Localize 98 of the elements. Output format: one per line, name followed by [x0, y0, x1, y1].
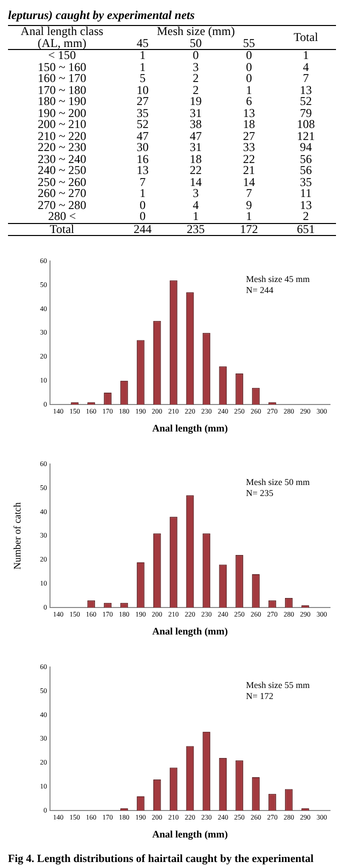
data-label: 1: [192, 209, 200, 223]
data-label: 1: [245, 82, 254, 96]
text: Total: [276, 26, 336, 50]
category-label: 150 ~ 160: [36, 60, 88, 74]
legend-title: Mesh size (mm): [156, 24, 235, 38]
data-label: 121: [296, 128, 316, 142]
data-label: 18: [188, 152, 203, 166]
x-axis-title: Anal length (mm): [152, 830, 228, 841]
data-label: 33: [242, 140, 256, 154]
data-label: 5: [138, 71, 147, 85]
data-label: 108: [296, 117, 316, 131]
data-label: 3: [192, 60, 200, 74]
data-label: 235: [186, 222, 206, 236]
data-label: 0: [245, 60, 254, 74]
category-label: 230 ~ 240: [36, 152, 88, 166]
annotation: Mesh size 55 mm: [246, 680, 310, 690]
data-label: 4: [302, 60, 310, 74]
category-label: 240 ~ 250: [36, 163, 88, 177]
category-label: 260 ~ 270: [36, 186, 88, 200]
data-label: 13: [298, 198, 313, 212]
data-label: 10: [136, 82, 150, 96]
category-label: 200 ~ 210: [36, 117, 88, 131]
annotation: N= 244: [246, 285, 274, 296]
data-label: 52: [298, 94, 313, 108]
data-label: 47: [188, 128, 203, 142]
data-label: 0: [192, 48, 200, 62]
category-label: Total: [48, 222, 76, 236]
data-label: 9: [245, 198, 254, 212]
data-label: 22: [188, 163, 203, 177]
data-label: 7: [302, 71, 310, 85]
category-label: 280 <: [48, 209, 76, 223]
text: 50: [169, 36, 222, 50]
data-label: 651: [296, 222, 316, 236]
data-label: 19: [188, 94, 203, 108]
y-axis-title: Number of catch: [12, 502, 24, 570]
annotation: N= 235: [246, 488, 274, 498]
category-label: 250 ~ 260: [36, 174, 88, 188]
data-label: 35: [136, 106, 150, 120]
category-label: 160 ~ 170: [36, 71, 88, 85]
data-label: 94: [298, 140, 313, 154]
category-label: 220 ~ 230: [36, 140, 88, 154]
data-label: 52: [136, 117, 150, 131]
data-label: 7: [138, 174, 147, 188]
category-label: 210 ~ 220: [36, 128, 88, 142]
data-label: 1: [245, 209, 254, 223]
data-label: 1: [138, 48, 147, 62]
category-label: 190 ~ 200: [36, 106, 88, 120]
data-label: 14: [242, 174, 256, 188]
data-label: 21: [242, 163, 256, 177]
data-label: 13: [136, 163, 150, 177]
text: lepturus) caught by experimental nets: [8, 8, 196, 23]
annotation: Mesh size 45 mm: [246, 274, 310, 284]
data-label: 0: [138, 198, 147, 212]
category-label: 270 ~ 280: [36, 198, 88, 212]
data-label: 79: [298, 106, 313, 120]
data-label: 11: [299, 186, 313, 200]
data-label: 1: [302, 48, 310, 62]
data-label: 13: [242, 106, 256, 120]
data-label: 35: [298, 174, 313, 188]
data-label: 47: [136, 128, 150, 142]
data-label: 1: [138, 60, 147, 74]
annotation: Mesh size 50 mm: [246, 477, 310, 488]
data-label: 4: [192, 198, 200, 212]
category-label: 180 ~ 190: [36, 94, 88, 108]
category-label: < 150: [48, 48, 76, 62]
data-label: 0: [245, 48, 254, 62]
data-label: 2: [192, 82, 200, 96]
data-label: 27: [242, 128, 256, 142]
data-label: 172: [239, 222, 260, 236]
data-label: 14: [188, 174, 203, 188]
data-label: 31: [188, 106, 203, 120]
x-axis-title: Anal length (mm): [152, 626, 228, 638]
data-label: 16: [136, 152, 150, 166]
data-label: 0: [245, 71, 254, 85]
data-label: 56: [298, 152, 313, 166]
data-label: 1: [138, 186, 147, 200]
data-label: 30: [136, 140, 150, 154]
text: Anal length class (AL, mm): [8, 24, 116, 50]
caption: Fig 4. Length distributions of hairtail caught by the experimental: [8, 853, 315, 865]
text: 45: [116, 36, 170, 50]
x-axis-title: Anal length (mm): [152, 424, 228, 435]
data-label: 13: [298, 82, 313, 96]
data-label: 56: [298, 163, 313, 177]
category-label: 170 ~ 180: [36, 82, 88, 96]
data-label: 31: [188, 140, 203, 154]
text: 55: [222, 36, 276, 50]
data-label: 244: [132, 222, 153, 236]
data-label: 2: [302, 209, 309, 223]
data-label: 3: [192, 186, 200, 200]
data-label: 22: [242, 152, 256, 166]
data-label: 18: [242, 117, 256, 131]
data-label: 2: [192, 71, 200, 85]
data-label: 38: [188, 117, 203, 131]
data-label: 27: [136, 94, 150, 108]
annotation: N= 172: [246, 691, 274, 702]
data-label: 0: [138, 209, 147, 223]
data-label: 7: [245, 186, 254, 200]
data-label: 6: [245, 94, 254, 108]
